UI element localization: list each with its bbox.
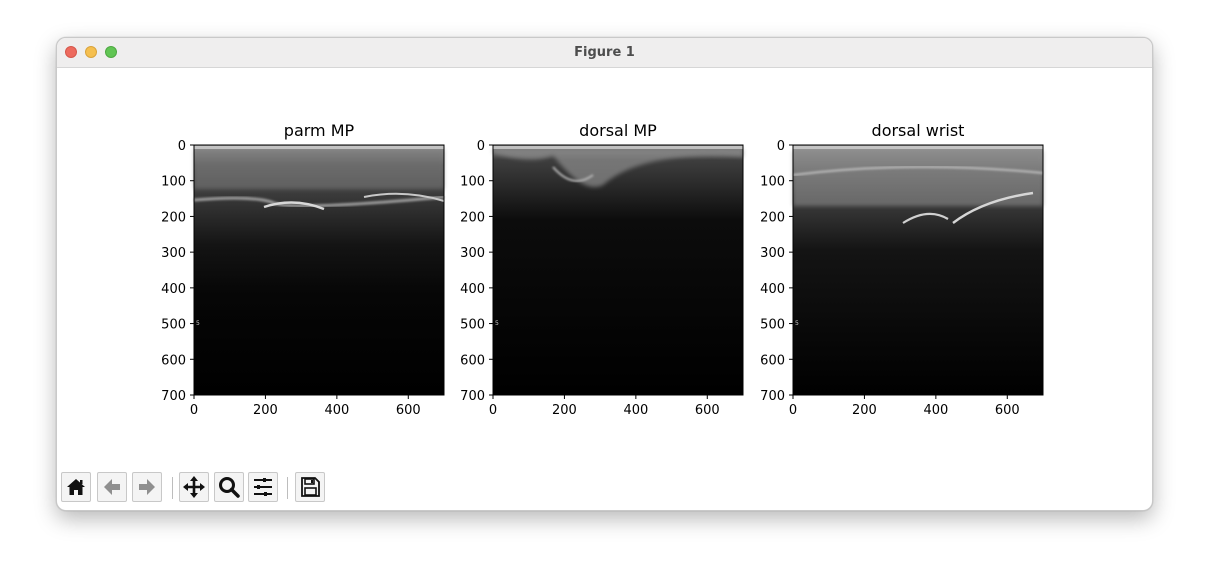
maximize-window-button[interactable] <box>105 46 117 58</box>
title-bar[interactable]: Figure 1 <box>57 38 1152 68</box>
y-tick-label: 300 <box>161 246 186 261</box>
y-tick-label: 300 <box>460 246 485 261</box>
y-tick-label: 0 <box>178 139 186 154</box>
y-tick-label: 200 <box>760 210 785 225</box>
x-tick-label: 600 <box>995 403 1020 418</box>
tissue-layer <box>194 149 444 189</box>
panel-title: dorsal MP <box>579 121 657 140</box>
y-tick-label: 400 <box>760 282 785 297</box>
arrow-right-icon <box>139 479 155 495</box>
image-panel[interactable]: 5 dorsal MP 0 200 400 600 0 100 200 300 400 500 600 7… <box>460 121 744 418</box>
home-button[interactable] <box>61 472 91 502</box>
y-tick-label: 300 <box>760 246 785 261</box>
x-tick-label: 400 <box>623 403 648 418</box>
tissue-layer <box>493 149 743 187</box>
floppy-disk-icon <box>301 477 320 497</box>
y-tick-label: 700 <box>161 389 186 404</box>
axes-frame <box>792 144 1044 396</box>
zoom-button[interactable] <box>214 472 244 502</box>
minimize-window-button[interactable] <box>85 46 97 58</box>
tissue-layer <box>793 151 1043 206</box>
y-tick-label: 100 <box>760 175 785 190</box>
x-tick-label: 0 <box>789 403 797 418</box>
x-tick-label: 400 <box>324 403 349 418</box>
y-tick-label: 200 <box>161 210 186 225</box>
y-tick-label: 600 <box>760 353 785 368</box>
tissue-line <box>552 166 594 182</box>
x-tick-label: 600 <box>695 403 720 418</box>
bone-contour <box>952 191 1034 224</box>
probe-edge <box>793 146 1043 149</box>
y-tick-label: 0 <box>777 139 785 154</box>
configure-subplots-button[interactable] <box>248 472 278 502</box>
image-panel[interactable]: 5 parm MP 0 200 400 600 0 100 200 300 400 500 600 700 <box>161 121 445 418</box>
y-tick-label: 200 <box>460 210 485 225</box>
panel-title: dorsal wrist <box>872 121 965 140</box>
x-tick-label: 400 <box>923 403 948 418</box>
y-tick-label: 100 <box>161 175 186 190</box>
x-tick-label: 0 <box>489 403 497 418</box>
navigation-toolbar <box>57 470 1152 510</box>
probe-edge <box>493 146 743 149</box>
y-tick-label: 500 <box>161 318 186 333</box>
x-tick-label: 200 <box>552 403 577 418</box>
image-marker: 5 <box>795 320 799 327</box>
axes-frame <box>492 144 744 396</box>
figure-window: Figure 1 <box>56 37 1153 511</box>
arrow-left-icon <box>104 479 120 495</box>
y-tick-label: 600 <box>460 353 485 368</box>
y-tick-label: 400 <box>161 282 186 297</box>
back-button[interactable] <box>97 472 127 502</box>
x-tick-label: 200 <box>852 403 877 418</box>
tissue-line <box>792 165 1044 176</box>
x-tick-label: 600 <box>396 403 421 418</box>
y-tick-label: 700 <box>460 389 485 404</box>
ultrasound-image[interactable] <box>493 145 743 395</box>
image-marker: 5 <box>196 320 200 327</box>
bone-contour <box>902 212 949 224</box>
y-tick-label: 700 <box>760 389 785 404</box>
magnifier-icon <box>219 477 240 498</box>
bone-contour <box>263 201 325 211</box>
axes-frame <box>193 144 445 396</box>
pan-button[interactable] <box>179 472 209 502</box>
forward-button[interactable] <box>132 472 162 502</box>
sliders-icon <box>254 478 272 496</box>
x-tick-label: 200 <box>253 403 278 418</box>
image-panel[interactable]: 5 dorsal wrist 0 200 400 600 0 100 200 300 400 500 6… <box>760 121 1044 418</box>
window-title: Figure 1 <box>574 45 635 60</box>
x-tick-label: 0 <box>190 403 198 418</box>
y-tick-label: 500 <box>460 318 485 333</box>
image-marker: 5 <box>495 320 499 327</box>
toolbar-separator <box>172 477 173 499</box>
bone-contour <box>363 192 445 202</box>
close-window-button[interactable] <box>65 46 77 58</box>
move-icon <box>183 476 205 498</box>
home-icon <box>67 479 85 495</box>
y-tick-label: 400 <box>460 282 485 297</box>
y-tick-label: 500 <box>760 318 785 333</box>
y-tick-label: 100 <box>460 175 485 190</box>
panel-title: parm MP <box>284 121 355 140</box>
y-tick-label: 0 <box>477 139 485 154</box>
toolbar-separator <box>287 477 288 499</box>
save-button[interactable] <box>295 472 325 502</box>
y-tick-label: 600 <box>161 353 186 368</box>
probe-edge <box>194 146 444 149</box>
